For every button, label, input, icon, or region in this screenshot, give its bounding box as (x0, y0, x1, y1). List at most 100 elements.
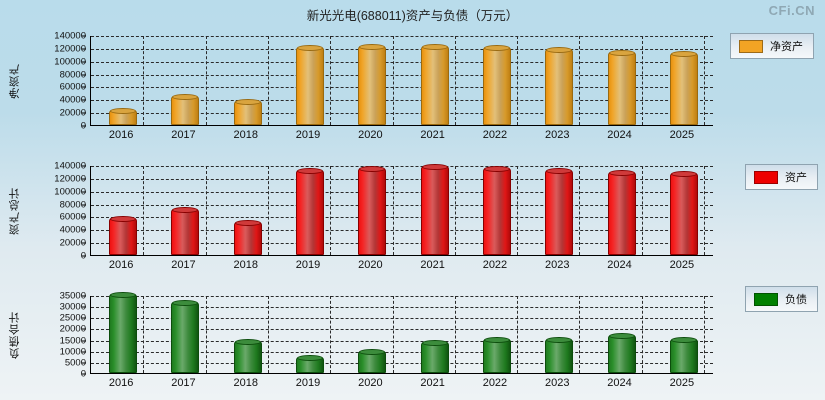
y-tick-label: 40000 (59, 94, 86, 106)
gridline-horizontal (91, 329, 713, 331)
bar-cap (546, 336, 573, 343)
gridline-vertical (704, 36, 706, 125)
bar-cap (608, 49, 635, 56)
gridline-horizontal (91, 296, 713, 297)
bar[interactable] (296, 354, 325, 373)
y-axis-tick-mark (82, 204, 86, 206)
bar[interactable] (545, 47, 574, 125)
y-axis-tick-mark (82, 191, 86, 193)
bar[interactable] (669, 336, 698, 373)
x-tick-label: 2017 (171, 259, 196, 271)
bar-cap (172, 94, 199, 100)
y-axis-title-3: 负债合计 (4, 296, 26, 374)
y-axis-title-label: 净资产 (9, 63, 21, 99)
gridline-vertical (330, 166, 332, 255)
legend-2[interactable]: 资产 (745, 164, 818, 190)
x-tick-label: 2024 (607, 259, 632, 271)
y-axis-labels-3: 05000100001500020000250003000035000 (24, 291, 90, 380)
legend-1[interactable]: 净资产 (730, 33, 814, 59)
x-tick-label: 2018 (233, 129, 258, 141)
bar[interactable] (233, 338, 262, 373)
bar-cap (359, 348, 386, 355)
gridline-horizontal (91, 36, 713, 37)
bar-cap (172, 299, 199, 306)
bar[interactable] (171, 299, 200, 373)
bar-cap (172, 207, 199, 214)
bar[interactable] (109, 292, 138, 373)
gridline-horizontal (91, 204, 713, 206)
bar-cap (546, 47, 573, 54)
bar-cap (483, 336, 510, 343)
y-tick-label: 120000 (54, 173, 86, 185)
x-tick-label: 2021 (420, 259, 445, 271)
bar-cap (110, 215, 137, 222)
bar[interactable] (420, 340, 449, 373)
bar[interactable] (482, 336, 511, 373)
bar[interactable] (109, 215, 138, 255)
x-tick-label: 2018 (233, 259, 258, 271)
gridline-vertical (205, 166, 207, 255)
bar[interactable] (607, 169, 636, 255)
y-tick-label: 80000 (59, 69, 86, 81)
bar-cap (110, 292, 137, 299)
bar[interactable] (296, 168, 325, 255)
bar[interactable] (109, 107, 138, 125)
x-tick-label: 2023 (545, 129, 570, 141)
gridline-vertical (267, 166, 269, 255)
bar[interactable] (545, 168, 574, 255)
bar[interactable] (482, 166, 511, 255)
gridline-horizontal (91, 113, 713, 115)
gridline-vertical (267, 36, 269, 125)
bar[interactable] (296, 44, 325, 125)
bar-cap (297, 44, 324, 51)
bar[interactable] (358, 348, 387, 373)
bar[interactable] (607, 49, 636, 125)
x-tick-label: 2017 (171, 377, 196, 389)
bar-cap (483, 166, 510, 173)
gridline-horizontal (91, 48, 713, 50)
bar[interactable] (420, 163, 449, 255)
bar[interactable] (607, 333, 636, 373)
bar-cap (421, 44, 448, 51)
bar-cap (297, 168, 324, 175)
gridline-vertical (641, 296, 643, 373)
gridline-vertical (454, 36, 456, 125)
gridline-horizontal (91, 178, 713, 180)
bar[interactable] (358, 166, 387, 255)
legend-swatch (754, 170, 778, 184)
gridline-horizontal (91, 318, 713, 320)
legend-3[interactable]: 负债 (745, 286, 818, 312)
gridline-vertical (454, 296, 456, 373)
bar[interactable] (233, 99, 262, 125)
legend-label: 净资产 (770, 41, 803, 53)
y-axis-tick-mark (82, 125, 86, 127)
y-axis-tick-mark (82, 165, 86, 167)
y-axis-labels-1: 020000400006000080000100000120000140000 (24, 31, 90, 132)
bar[interactable] (669, 171, 698, 255)
bar[interactable] (420, 44, 449, 125)
bar[interactable] (171, 94, 200, 125)
x-tick-label: 2019 (295, 377, 321, 389)
x-tick-label: 2021 (420, 129, 445, 141)
x-tick-label: 2025 (669, 259, 695, 271)
y-tick-label: 120000 (54, 43, 86, 55)
gridline-vertical (517, 296, 519, 373)
bar[interactable] (482, 45, 511, 125)
bar-cap (608, 169, 635, 176)
y-tick-label: 100000 (54, 56, 86, 68)
bar[interactable] (669, 50, 698, 125)
bar-cap (670, 336, 697, 343)
bar[interactable] (171, 207, 200, 255)
x-tick-label: 2024 (607, 377, 632, 389)
y-axis-title-label: 负债合计 (9, 311, 21, 359)
y-tick-label: 60000 (59, 211, 86, 223)
gridline-vertical (579, 166, 581, 255)
bar[interactable] (545, 336, 574, 373)
gridline-horizontal (91, 61, 713, 63)
bar-cap (359, 43, 386, 50)
bar[interactable] (233, 220, 262, 255)
gridline-vertical (517, 166, 519, 255)
bar[interactable] (358, 43, 387, 125)
gridline-horizontal (91, 351, 713, 353)
